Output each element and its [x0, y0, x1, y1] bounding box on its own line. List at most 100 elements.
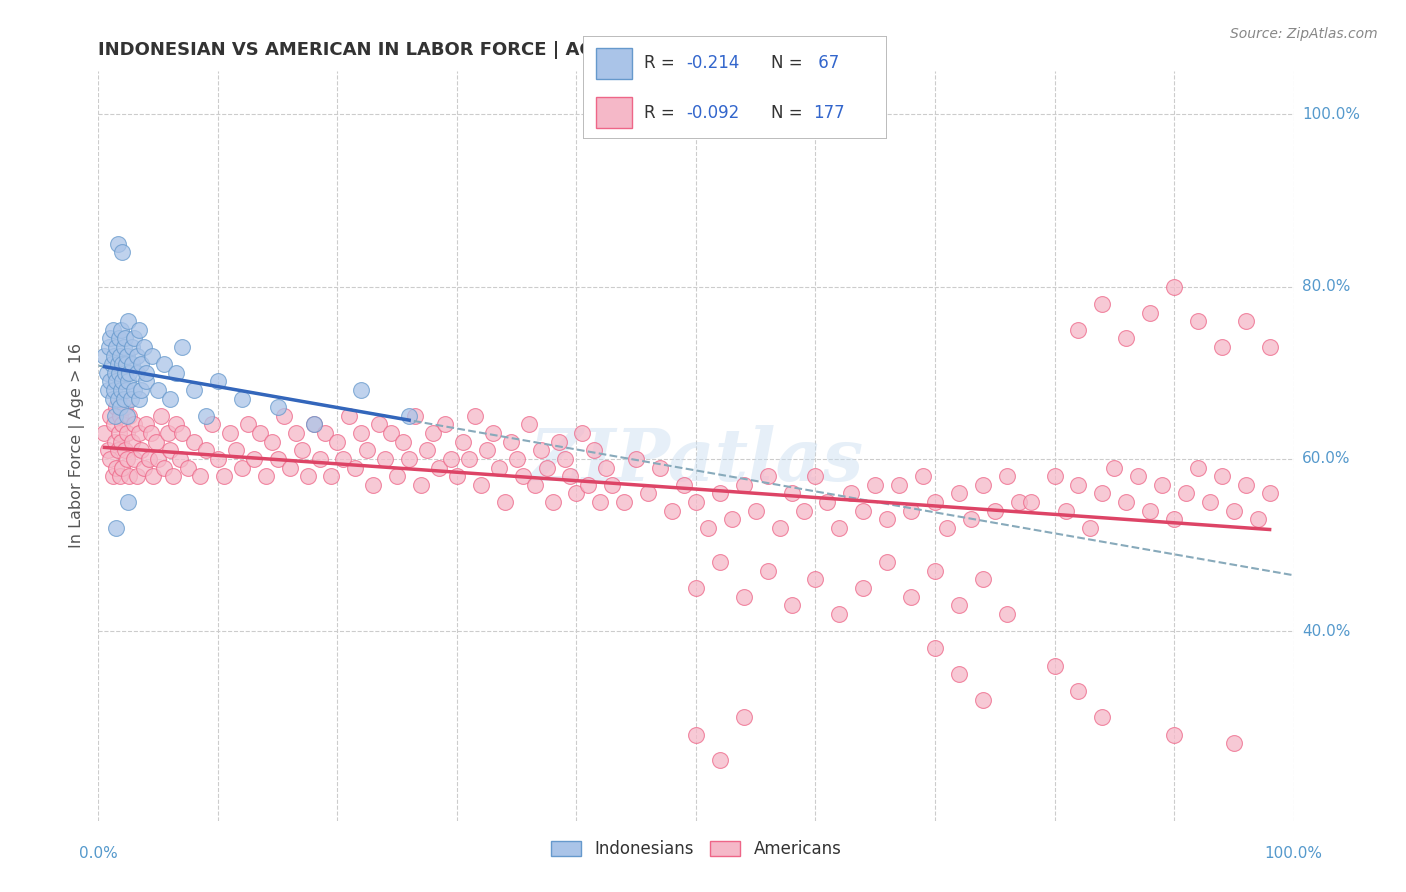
Point [995, 469, 1018, 483]
Point [111, 245, 134, 260]
Point [93, 426, 115, 441]
Text: 100.0%: 100.0% [1302, 107, 1360, 122]
Point [108, 401, 131, 415]
Point [111, 460, 134, 475]
Y-axis label: In Labor Force | Age > 16: In Labor Force | Age > 16 [69, 343, 84, 549]
Point [105, 521, 128, 535]
Point [207, 451, 229, 466]
Point [578, 477, 600, 491]
Point [560, 469, 582, 483]
Point [105, 375, 128, 389]
Point [924, 641, 946, 656]
Point [865, 477, 887, 491]
Point [121, 357, 143, 371]
Point [398, 409, 420, 423]
Point [107, 357, 129, 371]
Point [911, 469, 934, 483]
Point [948, 599, 970, 613]
Point [131, 357, 153, 371]
Point [100, 357, 122, 371]
Point [756, 469, 779, 483]
Point [159, 443, 181, 458]
Text: Source: ZipAtlas.com: Source: ZipAtlas.com [1230, 27, 1378, 41]
Point [339, 409, 361, 423]
Point [1234, 477, 1257, 491]
Point [98, 375, 122, 389]
Point [128, 426, 150, 441]
Text: 40.0%: 40.0% [1302, 624, 1350, 639]
Point [350, 426, 373, 441]
Point [780, 599, 803, 613]
Point [110, 383, 132, 397]
Point [117, 495, 139, 509]
Point [995, 607, 1018, 621]
Point [114, 366, 136, 380]
Point [756, 564, 779, 578]
Point [900, 590, 922, 604]
Point [422, 426, 444, 441]
Point [101, 323, 124, 337]
Point [118, 409, 141, 423]
Point [1199, 495, 1222, 509]
Point [356, 443, 378, 458]
Point [1104, 460, 1126, 475]
Point [243, 451, 266, 466]
Point [936, 521, 959, 535]
Point [108, 409, 131, 423]
Point [733, 477, 755, 491]
Point [804, 573, 827, 587]
Point [110, 323, 132, 337]
Point [960, 512, 983, 526]
Point [685, 727, 707, 741]
Point [139, 426, 162, 441]
Point [172, 426, 194, 441]
Point [115, 426, 138, 441]
Point [125, 349, 148, 363]
Text: 100.0%: 100.0% [1264, 846, 1323, 861]
Point [103, 417, 125, 432]
Point [458, 451, 481, 466]
Point [321, 469, 343, 483]
Point [93, 349, 115, 363]
Point [1223, 503, 1246, 517]
Point [613, 495, 636, 509]
Point [1163, 279, 1185, 293]
Point [105, 401, 128, 415]
Point [745, 503, 768, 517]
Point [267, 401, 290, 415]
Point [488, 460, 510, 475]
Point [114, 331, 136, 345]
Point [125, 469, 148, 483]
Point [1043, 658, 1066, 673]
Point [1187, 314, 1209, 328]
Point [131, 443, 153, 458]
Point [512, 469, 534, 483]
Text: N =: N = [770, 54, 808, 72]
Point [108, 349, 131, 363]
Point [297, 469, 319, 483]
Point [1115, 495, 1137, 509]
Point [1211, 340, 1233, 354]
Point [107, 366, 129, 380]
Point [1163, 512, 1185, 526]
Point [201, 417, 224, 432]
Point [112, 340, 135, 354]
Point [165, 417, 187, 432]
Point [121, 340, 143, 354]
Point [948, 667, 970, 681]
Point [595, 460, 617, 475]
Point [104, 409, 127, 423]
Point [1067, 684, 1090, 698]
Point [972, 693, 994, 707]
Point [1008, 495, 1031, 509]
Point [131, 383, 153, 397]
Point [780, 486, 803, 500]
Point [98, 451, 122, 466]
Point [107, 443, 129, 458]
Point [195, 409, 218, 423]
Point [481, 426, 505, 441]
Point [924, 564, 946, 578]
Point [135, 375, 157, 389]
Point [114, 401, 136, 415]
Point [308, 451, 330, 466]
